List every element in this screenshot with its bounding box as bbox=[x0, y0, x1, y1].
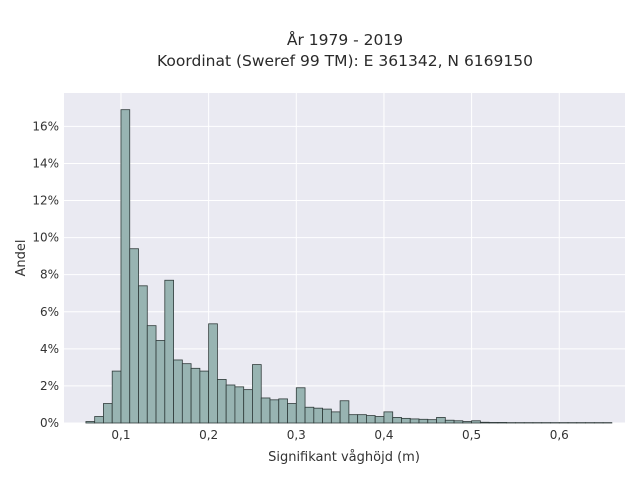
histogram-bar bbox=[85, 421, 96, 424]
histogram-bar bbox=[225, 384, 236, 424]
histogram-bar bbox=[190, 367, 201, 424]
histogram-bar bbox=[252, 364, 262, 424]
y-axis-tick-labels: 0% 2% 4% 6% 8% 10% 12% 14% 16% bbox=[32, 119, 59, 430]
histogram-bar bbox=[287, 403, 297, 424]
histogram-bar bbox=[453, 420, 464, 424]
histogram-bar bbox=[269, 399, 280, 424]
histogram-bar bbox=[164, 279, 174, 424]
x-axis-tick-labels: 0,1 0,2 0,3 0,4 0,5 0,6 bbox=[111, 428, 568, 442]
histogram-bar bbox=[488, 422, 499, 424]
y-axis-title: Andel bbox=[14, 240, 29, 277]
histogram-bar bbox=[427, 419, 437, 424]
x-tick-label: 0,2 bbox=[199, 428, 218, 442]
histogram-bar bbox=[462, 421, 473, 424]
histogram-bar bbox=[479, 421, 490, 424]
y-tick-label: 0% bbox=[40, 416, 59, 430]
histogram-bar bbox=[120, 109, 131, 424]
histogram-bar bbox=[444, 419, 455, 424]
histogram-bar bbox=[173, 359, 183, 424]
histogram-bar bbox=[357, 414, 367, 424]
x-tick-label: 0,6 bbox=[550, 428, 569, 442]
y-tick-label: 16% bbox=[32, 119, 59, 133]
y-tick-label: 2% bbox=[40, 379, 59, 393]
histogram-bar bbox=[181, 363, 192, 424]
histogram-bar bbox=[94, 416, 104, 424]
x-tick-label: 0,3 bbox=[287, 428, 306, 442]
x-tick-label: 0,5 bbox=[462, 428, 481, 442]
histogram-bar bbox=[129, 248, 139, 424]
y-tick-label: 14% bbox=[32, 156, 59, 170]
histogram-bar bbox=[374, 416, 385, 424]
histogram-bar bbox=[366, 415, 376, 424]
histogram-bar bbox=[304, 406, 315, 424]
y-tick-label: 10% bbox=[32, 231, 59, 245]
histogram-bar bbox=[436, 417, 446, 424]
histogram-bar bbox=[295, 387, 306, 424]
histogram-bar bbox=[103, 403, 113, 424]
x-axis-title: Signifikant våghöjd (m) bbox=[268, 450, 420, 465]
chart-title: År 1979 - 2019 Koordinat (Sweref 99 TM):… bbox=[157, 30, 533, 70]
x-tick-label: 0,1 bbox=[111, 428, 130, 442]
y-tick-label: 8% bbox=[40, 268, 59, 282]
histogram-bar bbox=[497, 422, 508, 424]
histogram-bar bbox=[322, 408, 332, 424]
y-tick-label: 6% bbox=[40, 305, 59, 319]
histogram-bar bbox=[339, 400, 350, 424]
histogram-bar bbox=[138, 285, 148, 424]
y-tick-label: 4% bbox=[40, 342, 59, 356]
histogram-bar bbox=[208, 323, 218, 424]
chart-title-line-1: År 1979 - 2019 bbox=[287, 30, 403, 49]
histogram-bar bbox=[243, 389, 253, 424]
histogram-bar bbox=[111, 370, 122, 424]
histogram-bar bbox=[418, 418, 429, 424]
histogram-bars bbox=[85, 109, 613, 424]
x-tick-label: 0,4 bbox=[374, 428, 393, 442]
histogram-bar bbox=[471, 420, 481, 424]
histogram-bar bbox=[155, 340, 166, 424]
histogram-bar bbox=[216, 379, 227, 424]
histogram-bar bbox=[199, 370, 210, 424]
histogram-bar bbox=[383, 411, 394, 424]
histogram-bar bbox=[234, 386, 245, 424]
histogram-bar bbox=[330, 411, 341, 424]
histogram-bar bbox=[348, 414, 359, 424]
histogram-bar bbox=[260, 397, 271, 424]
chart-title-line-2: Koordinat (Sweref 99 TM): E 361342, N 61… bbox=[157, 52, 533, 70]
y-tick-label: 12% bbox=[32, 194, 59, 208]
histogram-bar bbox=[278, 398, 288, 424]
histogram-bar bbox=[401, 417, 411, 424]
histogram-bar bbox=[146, 325, 157, 424]
histogram-bar bbox=[392, 417, 402, 424]
histogram-bar bbox=[409, 418, 420, 424]
histogram-bar bbox=[313, 407, 323, 424]
